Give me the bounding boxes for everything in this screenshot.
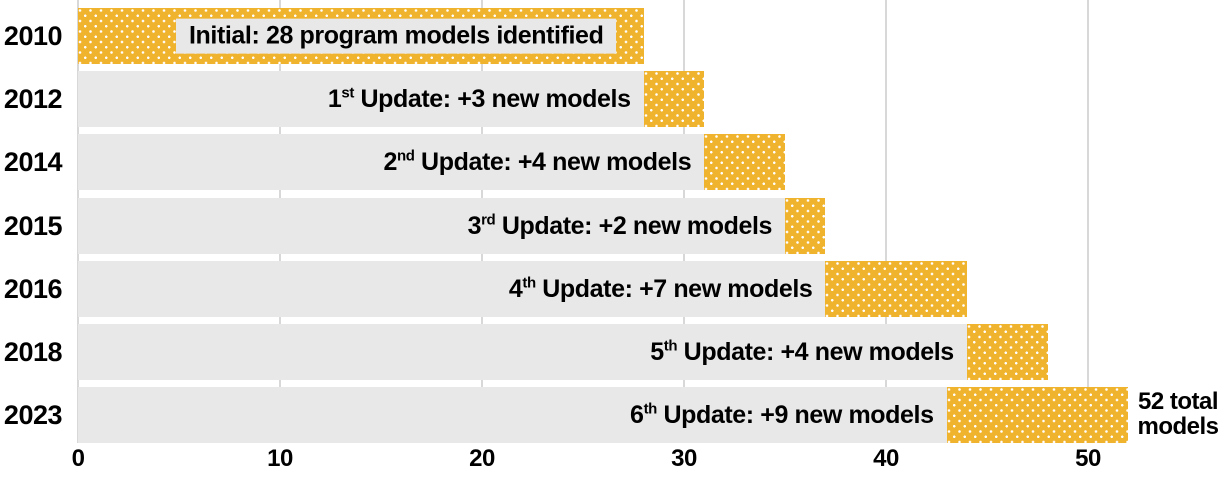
ordinal-suffix: nd [396, 148, 415, 165]
year-label-2023: 2023 [3, 400, 63, 431]
chart-row-2015: 2015 3rd Update: +2 new models [0, 197, 1224, 254]
chart-row-2014: 2014 2nd Update: +4 new models [0, 134, 1224, 191]
bar-label-2012: 1st Update: +3 new models [327, 84, 631, 114]
ordinal-suffix: th [663, 337, 678, 355]
year-label-2012: 2012 [3, 84, 63, 115]
ordinal-suffix: th [643, 400, 658, 418]
increment-bar-2015 [785, 197, 826, 254]
base-bar-2018 [78, 323, 967, 380]
ordinal-suffix: rd [481, 211, 496, 229]
x-axis-tick-label-10: 10 [267, 445, 293, 472]
increment-bar-2018 [966, 323, 1048, 380]
increment-bar-2023 [946, 387, 1129, 444]
ordinal-suffix: st [341, 84, 354, 102]
gridline-50 [1087, 0, 1089, 443]
x-axis-tick-label-0: 0 [71, 445, 85, 472]
x-axis-tick-label-40: 40 [873, 445, 899, 472]
x-axis-tick-label-20: 20 [469, 445, 495, 472]
x-axis-tick-label-50: 50 [1075, 445, 1101, 472]
year-label-2016: 2016 [3, 273, 63, 304]
base-bar-2015 [78, 197, 785, 254]
year-label-2010: 2010 [3, 21, 63, 51]
total-annotation: 52 total models [1132, 387, 1224, 443]
year-label-2018: 2018 [3, 336, 63, 367]
gridline-40 [885, 0, 887, 443]
base-bar-2023 [78, 387, 947, 444]
chart-row-2018: 2018 5th Update: +4 new models [0, 323, 1224, 380]
bar-label-2015: 3rd Update: +2 new models [467, 211, 773, 240]
chart-row-2016: 2016 4th Update: +7 new models [0, 260, 1224, 317]
base-bar-2012 [78, 71, 644, 128]
bar-label-2010: Initial: 28 program models identified [176, 18, 617, 54]
chart-row-2023: 2023 6th Update: +9 new models [0, 387, 1224, 444]
bar-label-2016: 4th Update: +7 new models [508, 274, 813, 303]
chart-row-2010: 2010 Initial: 28 program models identifie… [0, 8, 1224, 64]
increment-bar-2014 [704, 134, 785, 191]
increment-bar-2012 [643, 71, 705, 128]
increment-bar-2016 [825, 260, 967, 317]
bar-label-2014: 2nd Update: +4 new models [383, 148, 692, 177]
ordinal-suffix: th [522, 274, 536, 292]
base-bar-2016 [78, 260, 826, 317]
chart-row-2012: 2012 1st Update: +3 new models [0, 71, 1224, 128]
bar-label-2023: 6th Update: +9 new models [630, 400, 934, 430]
year-label-2015: 2015 [3, 210, 63, 241]
bar-label-2018: 5th Update: +4 new models [650, 337, 954, 366]
year-label-2014: 2014 [3, 147, 63, 178]
total-annotation-line1: 52 total [1137, 388, 1219, 416]
total-annotation-line2: models [1137, 413, 1219, 440]
base-bar-2014 [78, 134, 705, 191]
x-axis-tick-label-30: 30 [671, 445, 697, 472]
